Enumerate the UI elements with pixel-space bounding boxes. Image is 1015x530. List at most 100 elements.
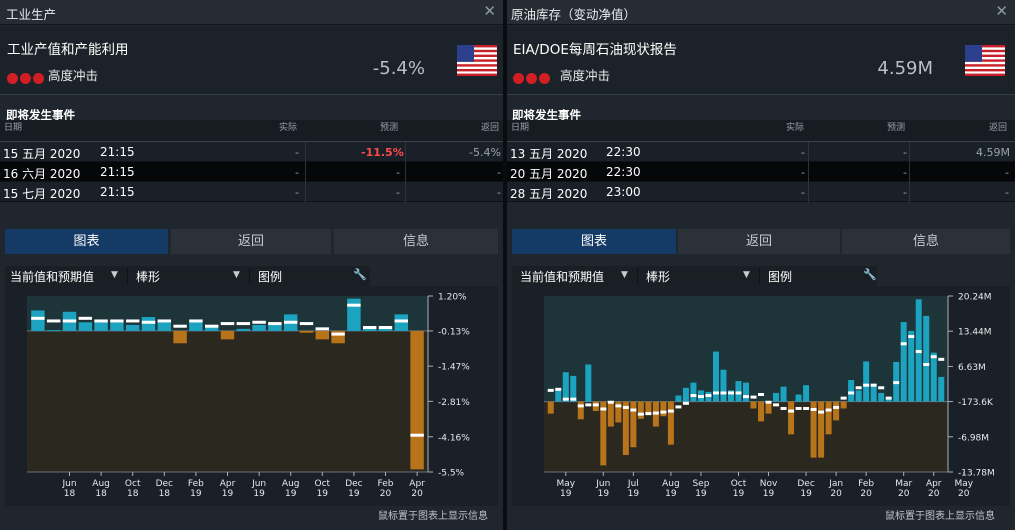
close-icon[interactable]: ✕ <box>483 2 496 20</box>
bar[interactable] <box>347 298 361 331</box>
bar[interactable] <box>885 398 892 402</box>
forecast-marker <box>125 319 140 323</box>
bar[interactable] <box>378 327 393 331</box>
chevron-down-icon[interactable]: ▼ <box>621 270 628 280</box>
bar[interactable] <box>236 328 251 331</box>
bar[interactable] <box>833 401 840 421</box>
bar[interactable] <box>78 322 93 331</box>
bar[interactable] <box>727 390 734 402</box>
bar[interactable] <box>750 401 757 409</box>
bar[interactable] <box>607 401 614 427</box>
bar[interactable] <box>667 401 674 445</box>
bar[interactable] <box>930 352 937 402</box>
bar[interactable] <box>825 401 832 435</box>
bar[interactable] <box>803 385 810 402</box>
bar[interactable] <box>788 401 795 435</box>
bar[interactable] <box>637 401 644 419</box>
bar[interactable] <box>720 369 727 402</box>
bar[interactable] <box>900 322 907 402</box>
tab-previous[interactable]: 返回 <box>678 229 840 254</box>
tab-chart[interactable]: 图表 <box>5 229 168 254</box>
bar[interactable] <box>410 330 424 470</box>
bar[interactable] <box>855 390 862 402</box>
forecast-marker <box>788 409 795 413</box>
bar[interactable] <box>615 401 622 423</box>
table-row[interactable]: 15 五月 2020 21:15 - -11.5% -5.4% <box>0 142 503 162</box>
bar-chart[interactable]: 1.20% -0.13% -1.47% -2.81% -4.16% -5.5% Jun 18 A… <box>5 286 498 506</box>
close-icon[interactable]: ✕ <box>995 2 1008 20</box>
wrench-icon[interactable]: 🔧 <box>863 268 877 281</box>
bar[interactable] <box>795 394 802 402</box>
bar[interactable] <box>735 381 742 402</box>
bar[interactable] <box>660 401 667 417</box>
bar[interactable] <box>810 401 817 458</box>
bar[interactable] <box>773 392 780 402</box>
bar[interactable] <box>31 310 45 331</box>
bar[interactable] <box>765 401 772 414</box>
bar[interactable] <box>742 382 750 402</box>
bar[interactable] <box>758 401 765 422</box>
bar[interactable] <box>110 322 124 331</box>
bar[interactable] <box>46 330 61 332</box>
bar[interactable] <box>173 330 187 344</box>
bar[interactable] <box>577 401 584 420</box>
bar[interactable] <box>562 372 569 402</box>
bar[interactable] <box>299 330 314 333</box>
tab-info[interactable]: 信息 <box>842 229 1010 254</box>
chevron-down-icon[interactable]: ▼ <box>743 270 750 280</box>
table-row[interactable]: 28 五月 2020 23:00 - - - <box>507 182 1015 202</box>
bar[interactable] <box>141 317 156 331</box>
bar[interactable] <box>712 351 719 402</box>
bar[interactable] <box>585 364 592 402</box>
chevron-down-icon[interactable]: ▼ <box>111 270 118 280</box>
bar[interactable] <box>315 330 330 340</box>
bar[interactable] <box>125 324 140 331</box>
bar[interactable] <box>818 401 825 458</box>
chevron-down-icon[interactable]: ▼ <box>233 270 240 280</box>
bar[interactable] <box>268 324 282 331</box>
bar[interactable] <box>878 392 885 402</box>
bar[interactable] <box>547 401 554 414</box>
legend-toggle[interactable]: 图例 <box>768 270 793 284</box>
bar[interactable] <box>908 330 915 402</box>
bar[interactable] <box>923 315 930 402</box>
bar[interactable] <box>204 324 219 331</box>
bar-chart[interactable]: 20.24M 13.44M 6.63M -173.6K -6.98M -13.78M May… <box>512 286 1010 506</box>
bar[interactable] <box>690 382 697 402</box>
table-row[interactable]: 15 七月 2020 21:15 - - - <box>0 182 503 202</box>
bar[interactable] <box>682 387 689 402</box>
bar[interactable] <box>570 375 577 402</box>
bar[interactable] <box>780 386 787 402</box>
bar[interactable] <box>252 324 266 331</box>
forecast-marker <box>735 391 742 395</box>
bar[interactable] <box>938 376 945 402</box>
bar[interactable] <box>189 319 203 331</box>
bar[interactable] <box>394 314 409 331</box>
chart-type-select[interactable]: 棒形 <box>136 270 161 284</box>
bar[interactable] <box>220 330 235 340</box>
bar[interactable] <box>362 327 377 331</box>
wrench-icon[interactable]: 🔧 <box>353 268 367 281</box>
table-row[interactable]: 16 六月 2020 21:15 - - - <box>0 162 503 182</box>
bar[interactable] <box>94 322 108 331</box>
bar[interactable] <box>675 395 682 402</box>
bar[interactable] <box>630 401 637 448</box>
bar[interactable] <box>600 401 607 466</box>
tab-chart[interactable]: 图表 <box>512 229 676 254</box>
bar[interactable] <box>848 380 855 402</box>
tab-info[interactable]: 信息 <box>334 229 498 254</box>
bar[interactable] <box>157 322 172 331</box>
bar[interactable] <box>645 401 652 414</box>
bar[interactable] <box>622 401 629 456</box>
tab-previous[interactable]: 返回 <box>171 229 331 254</box>
bar[interactable] <box>863 361 870 402</box>
table-row[interactable]: 13 五月 2020 22:30 - - 4.59M <box>507 142 1015 162</box>
chart-type-select[interactable]: 棒形 <box>646 270 671 284</box>
bar[interactable] <box>840 401 847 409</box>
legend-toggle[interactable]: 图例 <box>258 270 283 284</box>
bar[interactable] <box>555 390 562 402</box>
bar[interactable] <box>870 383 877 402</box>
table-row[interactable]: 20 五月 2020 22:30 - - - <box>507 162 1015 182</box>
series-select[interactable]: 当前值和预期值 <box>520 270 605 284</box>
series-select[interactable]: 当前值和预期值 <box>10 270 95 284</box>
